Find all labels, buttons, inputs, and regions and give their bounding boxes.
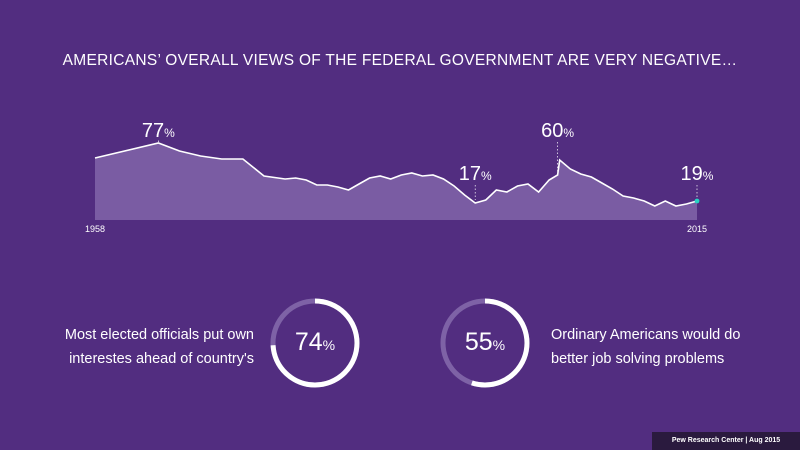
stat-left-line-1: Most elected officials put own [64, 327, 254, 343]
stat-right-line-2: better job solving problems [551, 351, 725, 367]
annotation-label-0: 77% [142, 120, 175, 142]
donut-left [270, 298, 360, 388]
annotation-label-3: 19% [681, 163, 714, 185]
start-year-label: 1958 [85, 224, 105, 234]
donut-right-unit: % [492, 337, 506, 353]
stat-left-line-2: interestes ahead of country's [69, 351, 254, 367]
stat-text-right: Ordinary Americans would do better job s… [551, 323, 781, 371]
annotation-label-1: 17% [459, 163, 492, 185]
trust-trend-chart: 77% 17% 60% 19% 1958 2015 [85, 120, 714, 234]
annotations: 77% 17% 60% 19% [142, 120, 714, 200]
stat-right-line-1: Ordinary Americans would do [551, 327, 741, 343]
donut-right-value: 55% [439, 328, 531, 357]
donut-left-number: 74 [294, 328, 323, 356]
chart-title: AMERICANS’ OVERALL VIEWS OF THE FEDERAL … [62, 52, 738, 69]
donut-left-value: 74% [269, 328, 361, 357]
donut-right-fill [440, 298, 530, 388]
end-year-label: 2015 [687, 224, 707, 234]
source-footer: Pew Research Center | Aug 2015 [652, 432, 800, 450]
donut-left-fill [270, 298, 360, 388]
donut-left-unit: % [322, 337, 336, 353]
trend-line [94, 142, 698, 207]
trend-area [95, 143, 697, 220]
donut-right-number: 55 [464, 328, 493, 356]
end-point-marker [694, 198, 700, 204]
annotation-label-2: 60% [541, 120, 574, 142]
donut-right [440, 298, 530, 388]
stat-text-left: Most elected officials put own intereste… [40, 323, 254, 371]
